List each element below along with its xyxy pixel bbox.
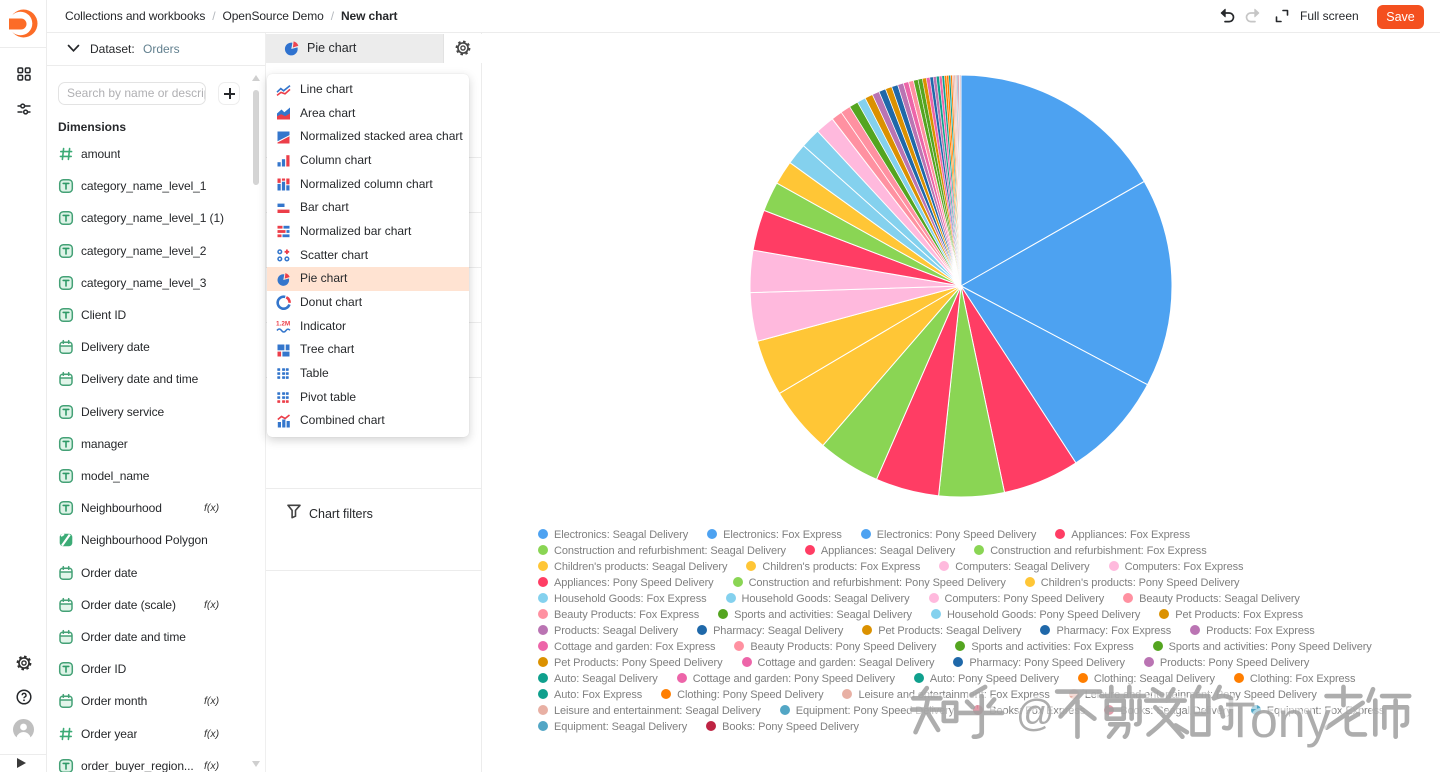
svg-text:1.2M: 1.2M — [276, 321, 290, 328]
svg-text:Tony: Tony — [1225, 692, 1331, 748]
svg-text:@: @ — [1016, 693, 1055, 735]
svg-text:Tony: Tony — [1225, 692, 1331, 748]
svg-text:@: @ — [1016, 693, 1055, 735]
